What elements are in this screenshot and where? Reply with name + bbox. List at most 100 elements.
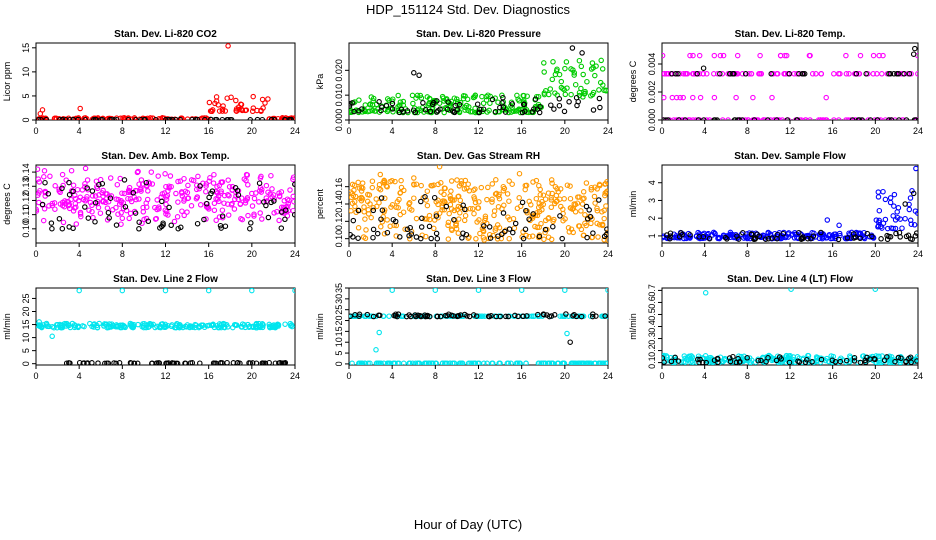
data-point [516, 98, 522, 104]
data-point [125, 116, 132, 120]
data-point [667, 236, 673, 242]
data-point [107, 195, 114, 201]
data-point [290, 176, 295, 183]
data-point [769, 235, 775, 241]
data-point [489, 199, 495, 205]
data-point [178, 224, 184, 231]
data-point [567, 195, 574, 202]
y-axis-label: ml/min [315, 313, 325, 340]
data-point [358, 188, 365, 194]
data-point [203, 188, 209, 195]
data-point [413, 95, 419, 101]
data-point [62, 198, 68, 204]
y-tick-label: 0.13 [21, 178, 31, 196]
data-point [852, 117, 858, 120]
data-point [414, 109, 421, 116]
data-point [452, 217, 458, 224]
data-point [359, 360, 366, 365]
data-point [828, 235, 834, 242]
data-point [249, 108, 256, 115]
data-point [672, 354, 678, 361]
plot-frame [348, 42, 609, 121]
data-point [184, 116, 191, 120]
data-point [526, 216, 532, 222]
data-point [222, 108, 229, 114]
x-tick-label: 4 [77, 371, 82, 381]
data-point [546, 360, 553, 365]
data-point [663, 117, 669, 120]
data-point [230, 324, 236, 331]
data-point [238, 101, 244, 107]
data-point [894, 71, 900, 77]
data-point [406, 360, 413, 365]
data-point [349, 181, 356, 188]
data-point [437, 106, 443, 112]
data-point [232, 196, 238, 203]
data-point [439, 207, 445, 213]
x-tick-label: 12 [785, 126, 795, 136]
data-point [548, 177, 555, 183]
data-point [542, 226, 549, 233]
data-point [796, 117, 803, 120]
data-point [36, 179, 43, 185]
data-point [546, 91, 552, 98]
data-point [224, 95, 230, 101]
x-tick-label: 0 [33, 126, 38, 136]
data-point [60, 182, 66, 189]
data-point [696, 52, 703, 59]
data-point [467, 109, 474, 115]
data-point [248, 220, 254, 226]
data-point [880, 52, 886, 59]
data-point [553, 192, 560, 199]
data-point [361, 204, 367, 210]
data-point [281, 198, 288, 204]
data-point [259, 216, 265, 222]
data-point [895, 205, 902, 211]
data-point [912, 208, 918, 214]
data-point [162, 171, 168, 177]
data-point [788, 288, 794, 292]
data-point [870, 71, 876, 77]
y-tick-label: 0.12 [334, 213, 344, 231]
data-point [579, 201, 586, 207]
data-point [497, 360, 503, 365]
series-primary [36, 43, 295, 120]
data-point [43, 116, 49, 120]
data-point [901, 71, 907, 77]
data-point [182, 360, 189, 365]
data-point [369, 184, 376, 191]
data-point [536, 200, 542, 207]
data-point [509, 101, 516, 107]
data-point [208, 108, 215, 115]
data-point [880, 188, 886, 195]
data-point [420, 100, 426, 106]
data-point [226, 193, 232, 199]
data-point [907, 195, 914, 201]
data-point [772, 230, 778, 237]
data-point [899, 225, 905, 231]
data-point [668, 358, 675, 365]
data-point [156, 116, 162, 120]
panel-3: Stan. Dev. Li-820 Temp. degrees C 0 4 8 12 16 2… [628, 29, 923, 136]
data-point [578, 63, 585, 70]
data-point [869, 233, 875, 240]
data-point [418, 224, 425, 230]
data-point [683, 71, 689, 77]
data-point [522, 108, 528, 115]
data-point [271, 198, 277, 204]
data-point [38, 116, 44, 120]
data-point [206, 178, 212, 184]
data-point [592, 72, 598, 79]
data-point [779, 117, 786, 120]
x-tick-label: 0 [659, 126, 664, 136]
data-point [596, 221, 603, 228]
data-point [186, 324, 193, 330]
data-point [225, 212, 232, 218]
data-point [49, 202, 56, 209]
x-tick-label: 0 [659, 371, 664, 381]
data-point [892, 225, 899, 232]
data-point [667, 233, 673, 239]
x-tick-label: 12 [160, 371, 170, 381]
data-point [397, 234, 403, 240]
data-point [77, 194, 84, 201]
